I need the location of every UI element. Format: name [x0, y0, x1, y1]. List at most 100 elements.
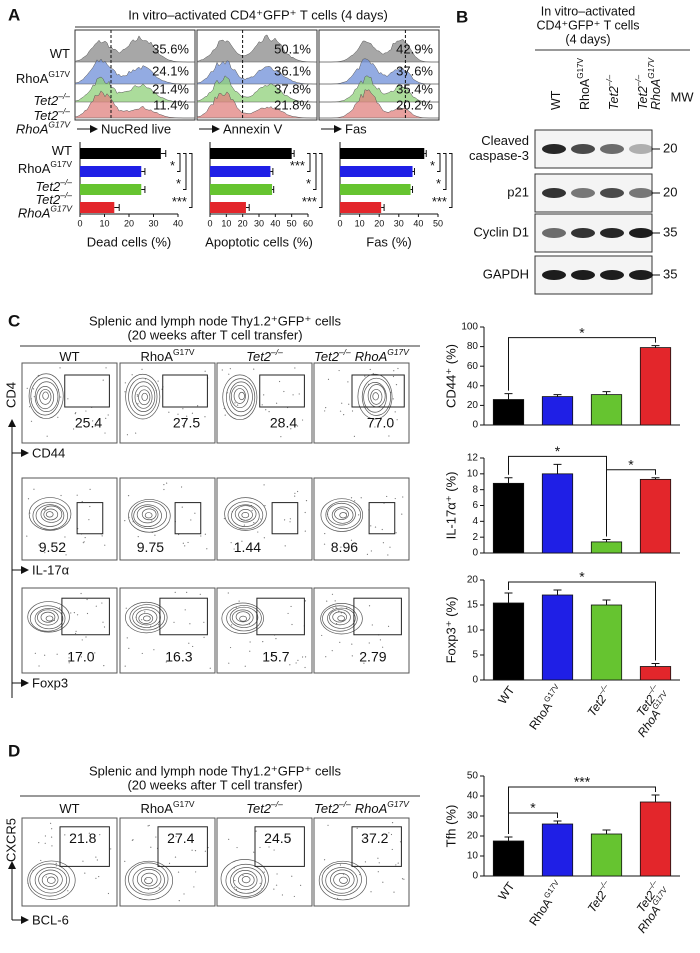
blot-label: p21	[507, 184, 529, 199]
contour	[229, 381, 253, 413]
contour	[334, 508, 349, 520]
event-dot	[72, 428, 75, 430]
bar	[340, 148, 425, 159]
group-superscript: G17V	[48, 120, 71, 130]
event-dot	[102, 379, 104, 381]
event-dot	[44, 835, 47, 837]
error-bar	[553, 463, 562, 474]
axis-label: Annexin V	[223, 121, 283, 136]
event-dot	[273, 849, 275, 851]
event-dot	[204, 533, 206, 535]
group-name: Tet2	[585, 692, 610, 719]
event-dot	[277, 835, 279, 837]
group-label: Tet2–/–	[583, 682, 616, 719]
blot-band	[571, 188, 595, 198]
title-line: In vitro–activated	[541, 4, 636, 18]
bar	[340, 166, 413, 177]
group-name: Tet2	[607, 86, 621, 110]
x-tick-label: 50	[433, 218, 443, 228]
group-label: RhoAG17V	[525, 682, 567, 733]
axis-title: IL-17α⁺ (%)	[443, 472, 458, 540]
bar	[340, 184, 411, 195]
event-dot	[297, 490, 299, 493]
gate	[353, 597, 402, 636]
event-dot	[347, 381, 349, 383]
event-dot	[173, 621, 175, 623]
group-label: RhoAG17V	[525, 878, 567, 929]
histogram	[74, 76, 195, 103]
event-dot	[275, 638, 277, 640]
title-line: Splenic and lymph node Thy1.2⁺GFP⁺ cells	[89, 763, 341, 778]
event-dot	[381, 528, 383, 531]
event-dot	[341, 402, 343, 404]
y-tick-label: 40	[467, 380, 479, 391]
event-dot	[126, 434, 129, 436]
event-dot	[289, 521, 291, 523]
event-dot	[68, 662, 70, 664]
event-dot	[290, 605, 292, 608]
event-dot	[261, 404, 263, 406]
significance-label: *	[628, 456, 634, 472]
gate-value: 1.44	[234, 539, 261, 555]
event-dot	[276, 402, 278, 404]
event-dot	[190, 519, 192, 521]
contour	[125, 373, 161, 420]
plot-frame	[313, 477, 410, 561]
event-dot	[395, 864, 397, 866]
event-dot	[82, 542, 84, 544]
group-superscript: G17V	[387, 799, 410, 809]
plot-frame	[21, 477, 118, 561]
event-dot	[391, 848, 393, 851]
event-dot	[301, 656, 304, 658]
event-dot	[257, 531, 259, 533]
event-dot	[44, 654, 46, 656]
event-dot	[60, 494, 62, 497]
contour	[222, 374, 258, 421]
event-dot	[332, 607, 334, 609]
error-bar	[141, 168, 146, 175]
event-dot	[268, 411, 270, 413]
contour	[144, 876, 153, 885]
group-label: RhoAG17V	[18, 159, 72, 176]
bar	[639, 347, 672, 426]
significance-label: *	[176, 176, 181, 191]
event-dot	[394, 411, 396, 413]
error-bar	[291, 150, 295, 157]
event-dot	[203, 636, 205, 638]
event-dot	[393, 891, 395, 893]
bar	[639, 478, 672, 554]
contour	[339, 512, 348, 519]
y-tick-label: 8	[472, 484, 478, 495]
blot-band	[542, 270, 566, 280]
bar	[590, 604, 623, 681]
group-label: WT	[495, 879, 518, 903]
bar	[80, 166, 142, 177]
histogram	[196, 91, 317, 119]
event-dot	[289, 518, 291, 520]
bar	[492, 399, 525, 426]
event-dot	[255, 830, 257, 832]
group-name: WT	[495, 879, 518, 903]
contour	[141, 872, 158, 887]
group-superscript: G17V	[173, 799, 195, 809]
significance-bracket	[508, 786, 656, 834]
group-label: Tet2–/– RhoAG17V	[634, 56, 663, 110]
contour	[241, 876, 251, 884]
event-dot	[103, 665, 105, 667]
error-bar	[141, 186, 146, 193]
significance-label: *	[430, 158, 435, 173]
event-dot	[204, 370, 206, 372]
y-tick-label: 6	[472, 500, 478, 511]
event-dot	[363, 662, 365, 664]
event-dot	[209, 667, 211, 669]
contour	[224, 497, 267, 531]
contour	[141, 392, 148, 402]
significance-label: *	[436, 176, 441, 191]
event-dot	[204, 416, 206, 418]
event-dot	[199, 593, 201, 595]
event-dot	[193, 886, 195, 888]
event-dot	[263, 394, 265, 396]
event-dot	[249, 650, 251, 652]
error-bar	[504, 836, 513, 841]
